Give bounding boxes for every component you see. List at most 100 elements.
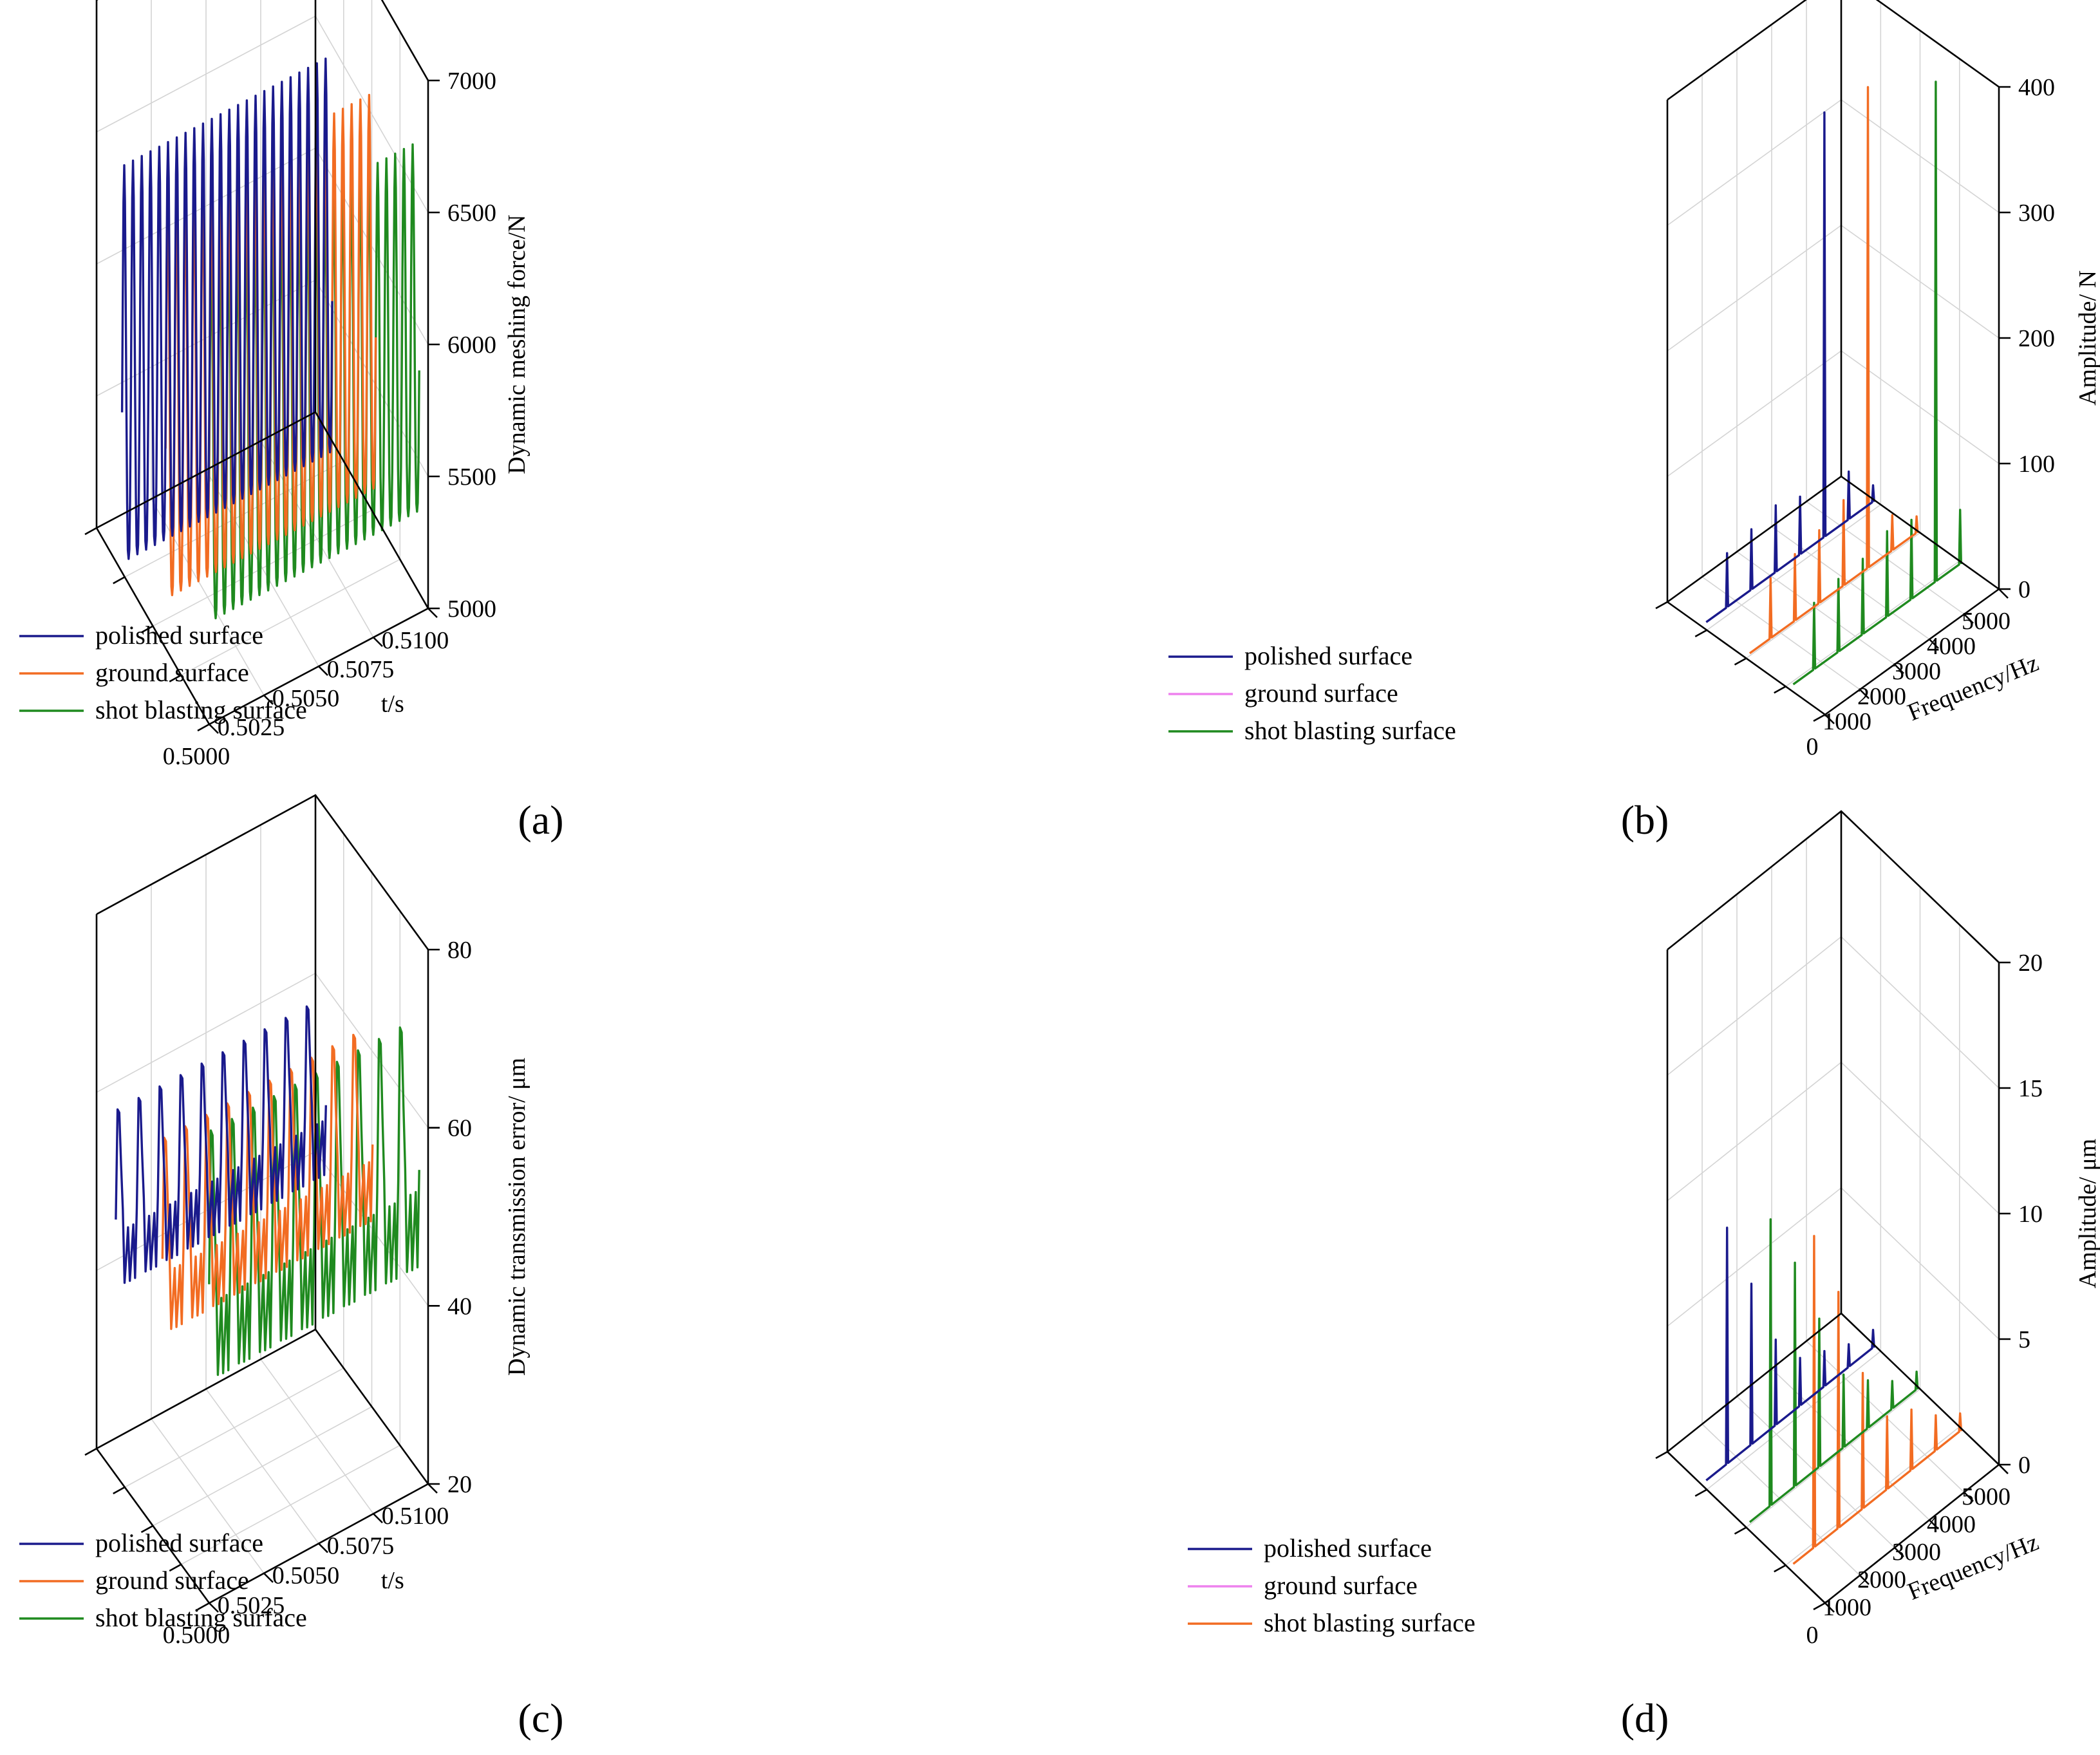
series-line-2 [115, 1005, 327, 1284]
panel-a-legend: polished surface ground surface shot blast… [19, 621, 307, 724]
x-tick-label: 0 [1806, 1622, 1819, 1649]
panel-d-frame [1666, 810, 2000, 1604]
axis-line [96, 1328, 316, 1450]
axis-line [96, 794, 429, 950]
panel-c-legend: polished surface ground surface shot blast… [19, 1528, 307, 1632]
y-tick [1694, 629, 1707, 637]
y-tick [1774, 1564, 1786, 1573]
y-tick [1734, 1526, 1747, 1535]
z-axis-label: Dynamic transmission error/ μm [503, 1058, 530, 1376]
grid-line [1746, 1388, 1920, 1528]
panel-label-b: (b) [1621, 797, 1669, 843]
legend-label: ground surface [1244, 679, 1398, 708]
x-tick-label: 5000 [1962, 1483, 2011, 1510]
x-tick-label: 0.5000 [163, 743, 230, 770]
x-tick-label: 4000 [1927, 633, 1976, 660]
z-tick-label: 15 [2018, 1075, 2043, 1102]
legend-label: polished surface [1264, 1534, 1432, 1563]
grid-line [1746, 532, 1920, 659]
axis-line [1824, 1463, 2000, 1604]
panel-a-series [120, 57, 420, 619]
grid-line [1667, 1187, 2000, 1340]
z-tick-label: 5500 [447, 464, 496, 491]
x-tick [427, 1483, 438, 1494]
panel-a-frame [95, 0, 429, 726]
grid-line [1667, 1061, 2000, 1214]
x-tick-label: 0.5100 [382, 1503, 449, 1530]
grid-line [124, 1367, 344, 1488]
y-tick [140, 625, 154, 633]
grid-line [1667, 99, 2000, 226]
y-tick [1813, 1602, 1826, 1611]
x-tick [373, 637, 383, 647]
x-tick-label: 0.5075 [327, 1532, 395, 1559]
y-tick [1774, 686, 1786, 694]
panel-c-series [115, 1005, 420, 1376]
y-tick [113, 1486, 126, 1495]
axis-line [1667, 0, 2000, 101]
x-tick [318, 666, 328, 676]
x-tick [1859, 689, 1870, 699]
axis-line [1667, 1312, 1842, 1453]
x-tick-label: 0.5050 [272, 1563, 340, 1590]
x-tick [1859, 1575, 1870, 1585]
x-tick [1998, 1464, 2009, 1474]
x-tick [209, 1602, 219, 1613]
z-tick-label: 100 [2018, 451, 2055, 478]
legend-label: shot blasting surface [95, 1603, 307, 1632]
panel-c-frame [95, 794, 429, 1604]
legend-label: polished surface [1244, 641, 1412, 670]
axis-line [1841, 1313, 2000, 1465]
z-tick-label: 20 [2018, 950, 2043, 977]
x-tick [1998, 588, 2009, 599]
x-tick-label: 1000 [1823, 708, 1871, 735]
x-axis-label: t/s [381, 1567, 404, 1594]
y-tick [1734, 657, 1747, 666]
grid-line [153, 509, 372, 627]
series-line-1 [1748, 1218, 1919, 1523]
z-tick-label: 0 [2018, 1452, 2030, 1479]
y-tick [169, 674, 182, 682]
z-axis-label: Amplitude/ μm [2074, 1139, 2100, 1289]
x-tick [1964, 614, 1974, 624]
axis-line [1824, 588, 2000, 716]
panel-label-a: (a) [518, 797, 563, 843]
axis-line [96, 411, 316, 529]
y-tick [1655, 601, 1668, 610]
panel-label-d: (d) [1621, 1695, 1669, 1741]
x-tick-label: 0.5025 [218, 1592, 285, 1619]
y-tick [1655, 1450, 1668, 1459]
panel-d: 01000200030004000500005101520Frequency/H… [1655, 810, 2100, 1649]
axis-line [97, 0, 429, 81]
x-tick-label: 0.5075 [327, 656, 395, 683]
z-tick-label: 40 [447, 1293, 472, 1320]
y-tick [197, 723, 210, 732]
y-tick [1813, 713, 1826, 722]
y-tick [197, 1602, 210, 1611]
x-tick-label: 2000 [1857, 1566, 1906, 1593]
z-tick-label: 5000 [447, 596, 496, 623]
z-tick-label: 60 [447, 1115, 472, 1142]
panel-d-legend: polished surface ground surface shot blast… [1188, 1534, 1476, 1637]
y-tick [84, 1447, 97, 1456]
x-tick-label: 0.5000 [163, 1622, 230, 1649]
y-tick [140, 1525, 154, 1534]
grid-line [180, 559, 400, 676]
grid-line [1667, 225, 2000, 352]
z-tick-label: 0 [2018, 576, 2030, 603]
legend-label: shot blasting surface [95, 695, 307, 724]
x-tick [1929, 639, 1939, 649]
axis-line [1841, 475, 2000, 590]
legend-label: shot blasting surface [1264, 1608, 1476, 1637]
y-tick [1694, 1488, 1707, 1497]
series-line-0 [1792, 1235, 1963, 1565]
axis-line [314, 411, 429, 609]
x-tick [1824, 1602, 1835, 1613]
z-axis-label: Dynamic meshing force/N [503, 214, 530, 474]
x-tick-label: 0.5025 [218, 714, 285, 741]
